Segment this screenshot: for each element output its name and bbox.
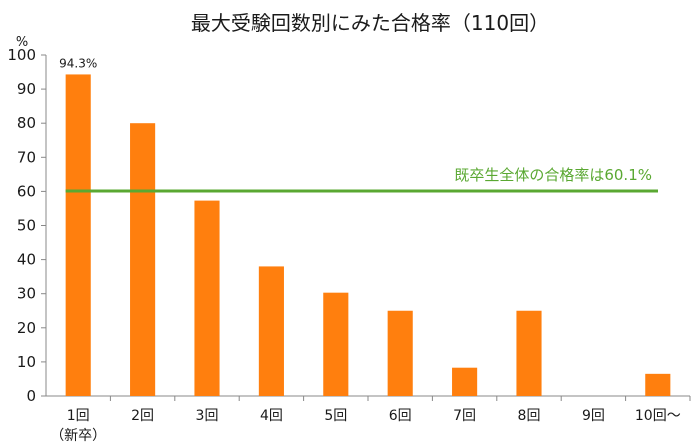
- bar: [65, 74, 91, 396]
- y-axis-unit: %: [16, 35, 28, 50]
- y-tick-label: 40: [17, 251, 36, 269]
- y-ticks: 0 10 20 30 40 50 60 70 80 90 100: [7, 46, 46, 405]
- x-tick-label: 7回: [453, 408, 476, 424]
- bar: [452, 367, 478, 396]
- y-tick-label: 30: [17, 285, 36, 303]
- x-tick-label: 3回: [196, 408, 219, 424]
- x-tick-labels: 1回 （新卒） 2回 3回 4回 5回 6回 7回 8回 9回 10回～: [50, 396, 691, 444]
- reference-line-group: 既卒生全体の合格率は60.1%: [65, 166, 658, 193]
- x-tick-label: 2回: [131, 408, 154, 424]
- data-labels: 94.3%: [59, 56, 97, 70]
- y-tick-label: 0: [26, 387, 36, 405]
- x-tick-label: 5回: [324, 408, 347, 424]
- y-tick-label: 10: [17, 353, 36, 371]
- y-tick-label: 20: [17, 319, 36, 337]
- bar: [516, 310, 542, 396]
- bar: [645, 373, 671, 396]
- bar: [194, 200, 220, 396]
- bar: [323, 292, 349, 396]
- chart-title: 最大受験回数別にみた合格率（110回）: [191, 11, 549, 35]
- x-tick-label: 9回: [582, 408, 605, 424]
- x-tick-label: 4回: [260, 408, 283, 424]
- bar: [387, 310, 413, 396]
- x-tick-label: 10回～: [635, 408, 681, 424]
- data-label: 94.3%: [59, 56, 97, 70]
- x-tick-label: 1回: [67, 408, 90, 424]
- y-tick-label: 90: [17, 80, 36, 98]
- x-tick-label: 8回: [518, 408, 541, 424]
- reference-line-label: 既卒生全体の合格率は60.1%: [454, 166, 652, 184]
- bars: [65, 74, 671, 396]
- x-tick-sublabel: （新卒）: [50, 428, 106, 444]
- y-tick-label: 70: [17, 148, 36, 166]
- y-tick-label: 50: [17, 217, 36, 235]
- y-tick-label: 80: [17, 114, 36, 132]
- y-tick-label: 100: [7, 46, 36, 64]
- bar: [130, 123, 156, 396]
- bar: [258, 266, 284, 396]
- y-tick-label: 60: [17, 182, 36, 200]
- x-tick-label: 6回: [389, 408, 412, 424]
